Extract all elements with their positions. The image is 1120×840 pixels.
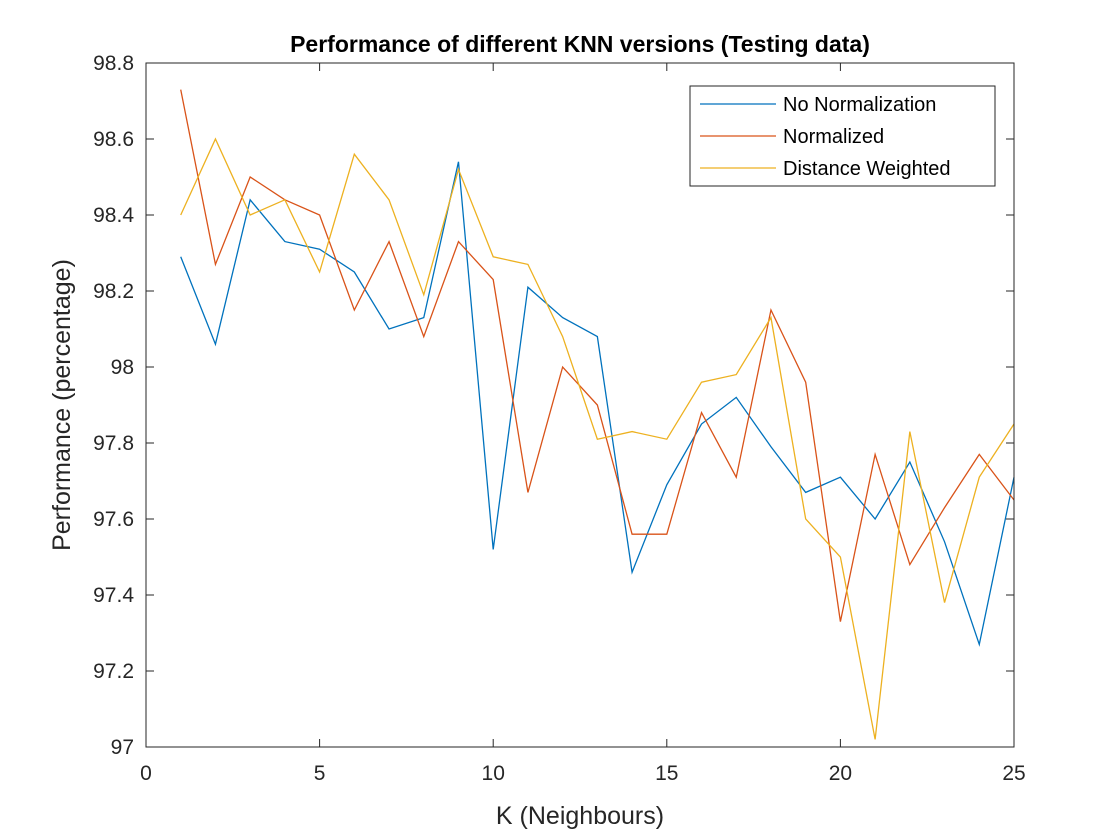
y-tick-label: 98.2 bbox=[93, 280, 134, 303]
y-tick-label: 97.4 bbox=[93, 584, 134, 607]
series-layer bbox=[180, 89, 1015, 740]
y-tick-label: 97 bbox=[111, 736, 134, 759]
y-tick-label: 98 bbox=[111, 356, 134, 379]
axes-frame bbox=[145, 62, 1015, 748]
x-tick-label: 15 bbox=[655, 762, 678, 785]
x-tick-label: 25 bbox=[1002, 762, 1025, 785]
y-tick-label: 97.8 bbox=[93, 432, 134, 455]
ticks-layer: 0 5 10 15 20 25 97 97.2 97.4 97.6 97.8 98 98.2 98.4 98… bbox=[93, 52, 1026, 785]
legend-entry-label: Distance Weighted bbox=[783, 158, 951, 180]
y-tick-label: 98.4 bbox=[93, 204, 134, 227]
legend: No Normalization Normalized Distance Weigh… bbox=[689, 85, 996, 187]
legend-entry-label: No Normalization bbox=[783, 94, 936, 116]
x-tick-label: 0 bbox=[140, 762, 152, 785]
x-tick-label: 10 bbox=[482, 762, 505, 785]
x-tick-label: 5 bbox=[314, 762, 326, 785]
y-axis-label: Performance (percentage) bbox=[48, 259, 76, 551]
x-tick-label: 20 bbox=[829, 762, 852, 785]
y-tick-label: 97.6 bbox=[93, 508, 134, 531]
y-tick-label: 98.6 bbox=[93, 128, 134, 151]
y-tick-label: 97.2 bbox=[93, 660, 134, 683]
chart-title: Performance of different KNN versions (T… bbox=[290, 31, 870, 57]
y-tick-label: 98.8 bbox=[93, 52, 134, 75]
legend-entry-label: Normalized bbox=[783, 126, 884, 148]
x-axis-label: K (Neighbours) bbox=[496, 802, 664, 830]
